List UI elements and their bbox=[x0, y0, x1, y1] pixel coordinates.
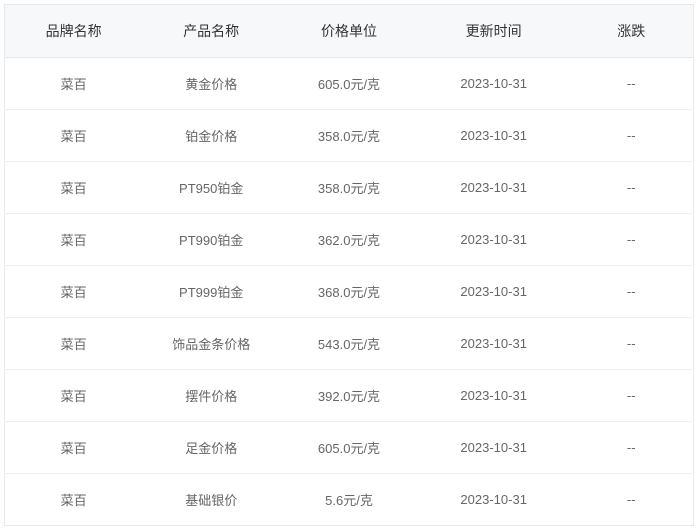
cell-date: 2023-10-31 bbox=[418, 214, 570, 266]
col-date: 更新时间 bbox=[418, 5, 570, 58]
cell-date: 2023-10-31 bbox=[418, 318, 570, 370]
cell-brand: 菜百 bbox=[5, 58, 143, 110]
cell-price: 358.0元/克 bbox=[280, 162, 418, 214]
table-body: 菜百 黄金价格 605.0元/克 2023-10-31 -- 菜百 铂金价格 3… bbox=[5, 58, 694, 526]
cell-change: -- bbox=[569, 58, 693, 110]
col-price: 价格单位 bbox=[280, 5, 418, 58]
table-row: 菜百 PT990铂金 362.0元/克 2023-10-31 -- bbox=[5, 214, 694, 266]
cell-product: 黄金价格 bbox=[142, 58, 280, 110]
cell-brand: 菜百 bbox=[5, 422, 143, 474]
cell-brand: 菜百 bbox=[5, 474, 143, 526]
table-row: 菜百 PT950铂金 358.0元/克 2023-10-31 -- bbox=[5, 162, 694, 214]
cell-change: -- bbox=[569, 266, 693, 318]
cell-price: 543.0元/克 bbox=[280, 318, 418, 370]
cell-price: 605.0元/克 bbox=[280, 422, 418, 474]
cell-brand: 菜百 bbox=[5, 266, 143, 318]
cell-change: -- bbox=[569, 318, 693, 370]
cell-date: 2023-10-31 bbox=[418, 370, 570, 422]
cell-product: 饰品金条价格 bbox=[142, 318, 280, 370]
cell-change: -- bbox=[569, 474, 693, 526]
cell-change: -- bbox=[569, 422, 693, 474]
table-row: 菜百 基础银价 5.6元/克 2023-10-31 -- bbox=[5, 474, 694, 526]
cell-price: 362.0元/克 bbox=[280, 214, 418, 266]
table-row: 菜百 PT999铂金 368.0元/克 2023-10-31 -- bbox=[5, 266, 694, 318]
col-brand: 品牌名称 bbox=[5, 5, 143, 58]
cell-date: 2023-10-31 bbox=[418, 474, 570, 526]
cell-price: 605.0元/克 bbox=[280, 58, 418, 110]
cell-brand: 菜百 bbox=[5, 110, 143, 162]
cell-change: -- bbox=[569, 370, 693, 422]
cell-date: 2023-10-31 bbox=[418, 162, 570, 214]
cell-brand: 菜百 bbox=[5, 370, 143, 422]
table-row: 菜百 黄金价格 605.0元/克 2023-10-31 -- bbox=[5, 58, 694, 110]
cell-price: 358.0元/克 bbox=[280, 110, 418, 162]
header-row: 品牌名称 产品名称 价格单位 更新时间 涨跌 bbox=[5, 5, 694, 58]
cell-product: 基础银价 bbox=[142, 474, 280, 526]
cell-product: 摆件价格 bbox=[142, 370, 280, 422]
table-header: 品牌名称 产品名称 价格单位 更新时间 涨跌 bbox=[5, 5, 694, 58]
col-product: 产品名称 bbox=[142, 5, 280, 58]
cell-price: 368.0元/克 bbox=[280, 266, 418, 318]
cell-product: PT999铂金 bbox=[142, 266, 280, 318]
cell-change: -- bbox=[569, 110, 693, 162]
cell-price: 392.0元/克 bbox=[280, 370, 418, 422]
cell-product: 足金价格 bbox=[142, 422, 280, 474]
table-row: 菜百 铂金价格 358.0元/克 2023-10-31 -- bbox=[5, 110, 694, 162]
cell-change: -- bbox=[569, 214, 693, 266]
cell-date: 2023-10-31 bbox=[418, 266, 570, 318]
cell-brand: 菜百 bbox=[5, 162, 143, 214]
table-row: 菜百 足金价格 605.0元/克 2023-10-31 -- bbox=[5, 422, 694, 474]
price-table: 品牌名称 产品名称 价格单位 更新时间 涨跌 菜百 黄金价格 605.0元/克 … bbox=[4, 4, 694, 526]
cell-brand: 菜百 bbox=[5, 318, 143, 370]
cell-change: -- bbox=[569, 162, 693, 214]
cell-date: 2023-10-31 bbox=[418, 422, 570, 474]
table-row: 菜百 饰品金条价格 543.0元/克 2023-10-31 -- bbox=[5, 318, 694, 370]
cell-brand: 菜百 bbox=[5, 214, 143, 266]
cell-product: PT990铂金 bbox=[142, 214, 280, 266]
cell-date: 2023-10-31 bbox=[418, 110, 570, 162]
col-change: 涨跌 bbox=[569, 5, 693, 58]
cell-product: 铂金价格 bbox=[142, 110, 280, 162]
table-row: 菜百 摆件价格 392.0元/克 2023-10-31 -- bbox=[5, 370, 694, 422]
cell-price: 5.6元/克 bbox=[280, 474, 418, 526]
cell-product: PT950铂金 bbox=[142, 162, 280, 214]
cell-date: 2023-10-31 bbox=[418, 58, 570, 110]
